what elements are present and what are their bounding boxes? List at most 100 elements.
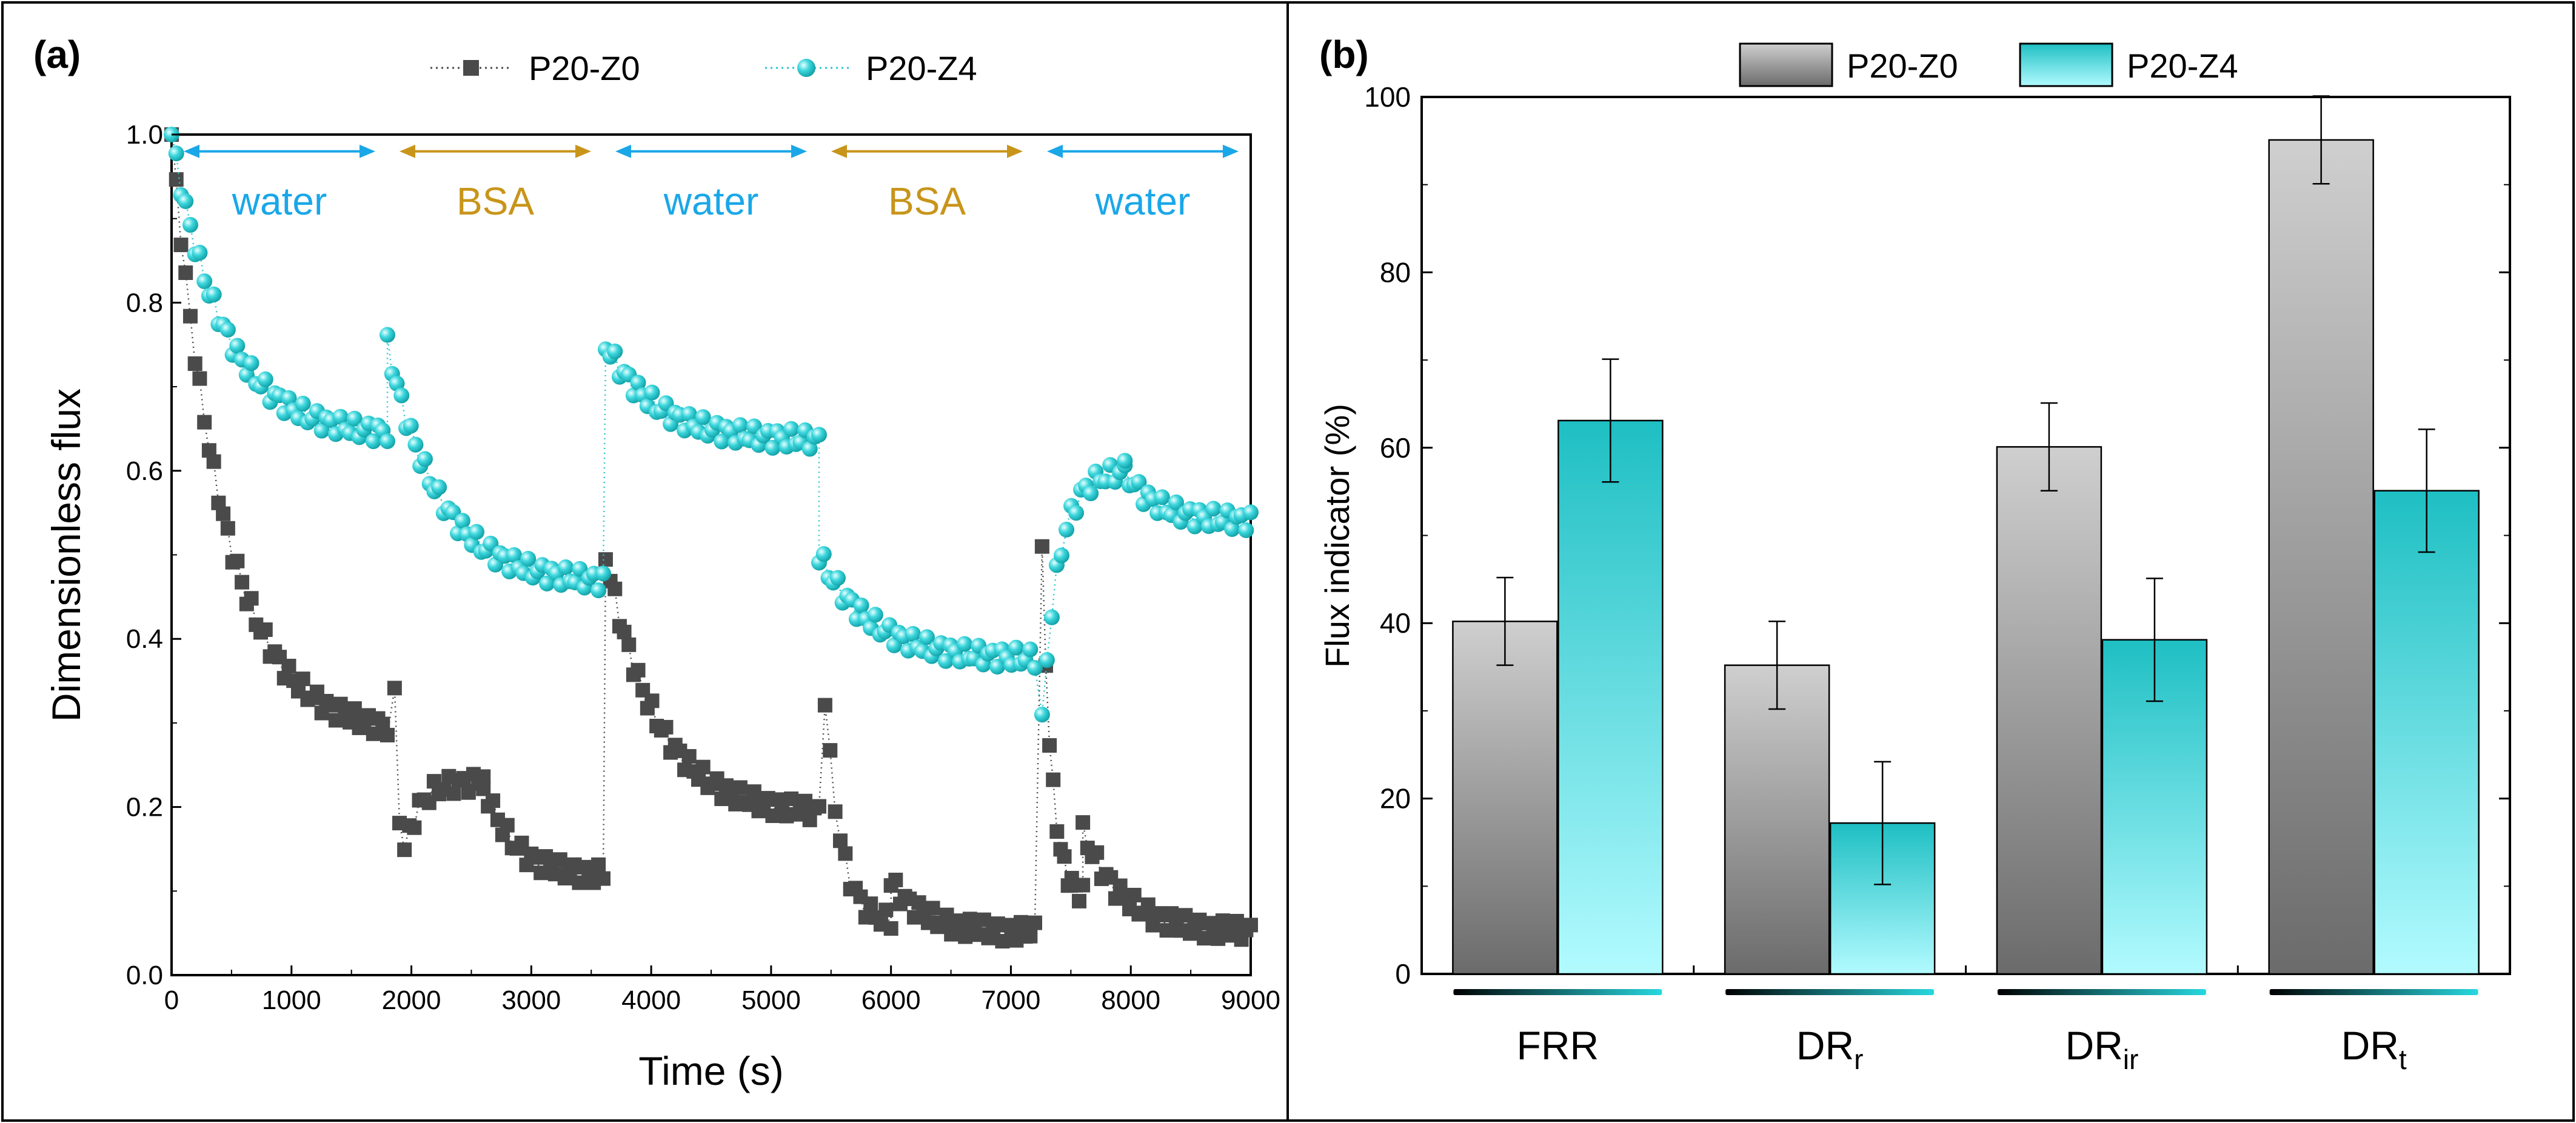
- category-label-sub: r: [1854, 1044, 1863, 1075]
- segment-arrowhead-right: [1007, 144, 1023, 158]
- segment-arrowhead-left: [1047, 144, 1063, 158]
- x-tick-label: 8000: [1101, 985, 1160, 1015]
- data-point-p20z4: [1053, 547, 1069, 564]
- data-point-p20z0: [832, 833, 848, 848]
- data-point-p20z0: [206, 454, 221, 469]
- plot-a-data: [164, 127, 1259, 949]
- data-point-p20z0: [1215, 913, 1230, 928]
- data-point-p20z0: [911, 895, 926, 910]
- x-tick-label: 6000: [861, 985, 921, 1015]
- data-point-p20z0: [230, 553, 245, 568]
- legend-label-b-p20z4: P20-Z4: [2127, 47, 2238, 85]
- data-point-p20z4: [178, 193, 194, 210]
- legend-marker-p20z0: [463, 60, 479, 76]
- segment-label-water: water: [663, 179, 759, 223]
- data-point-p20z0: [863, 896, 878, 911]
- data-point-p20z4: [417, 451, 433, 467]
- data-point-p20z0: [962, 911, 977, 927]
- data-point-p20z0: [333, 696, 348, 711]
- data-point-p20z4: [1068, 505, 1085, 521]
- data-point-p20z0: [192, 371, 207, 386]
- data-point-p20z0: [397, 842, 412, 858]
- segment-annotations: water BSA water BSA water: [184, 144, 1239, 223]
- data-point-p20z4: [1205, 501, 1222, 517]
- x-tick-label: 0: [164, 985, 179, 1015]
- data-point-p20z4: [380, 433, 395, 449]
- category-label-sub: ir: [2123, 1044, 2139, 1075]
- category-underline: [1453, 989, 1662, 995]
- y-tick-label: 1.0: [126, 120, 163, 150]
- data-point-p20z4: [956, 636, 972, 652]
- y-tick-label: 0: [1395, 958, 1411, 990]
- data-point-p20z4: [853, 597, 869, 613]
- category-underline: [1997, 989, 2206, 995]
- data-point-p20z0: [621, 637, 637, 652]
- category-label-base: DR: [2065, 1023, 2123, 1068]
- data-point-p20z0: [1049, 824, 1065, 839]
- data-point-p20z4: [801, 441, 818, 457]
- data-point-p20z4: [590, 582, 607, 599]
- segment-arrowhead-left: [184, 144, 199, 158]
- data-point-p20z0: [387, 681, 402, 696]
- data-point-p20z0: [281, 658, 296, 673]
- data-point-p20z0: [784, 791, 799, 807]
- data-point-p20z0: [216, 506, 231, 521]
- data-point-p20z4: [389, 375, 405, 392]
- data-point-p20z4: [681, 406, 697, 422]
- data-point-p20z4: [520, 550, 537, 567]
- legend-swatch-p20z0: [1739, 42, 1833, 87]
- bar-p20-z0-frr: [1452, 621, 1558, 975]
- bar-p20-z0-drr: [1724, 664, 1830, 975]
- data-point-p20z0: [617, 624, 632, 639]
- segment-arrowhead-right: [575, 144, 591, 158]
- data-point-p20z0: [817, 698, 832, 713]
- y-tick-label: 80: [1380, 256, 1411, 288]
- data-point-p20z4: [1238, 522, 1254, 538]
- data-point-p20z0: [732, 780, 748, 795]
- data-point-p20z4: [764, 439, 781, 456]
- data-point-p20z4: [867, 607, 883, 623]
- data-point-p20z0: [347, 701, 362, 716]
- category-label-base: DR: [2341, 1023, 2399, 1068]
- plot-b-categories: FRR DRr DRir DRt: [1453, 989, 2478, 1075]
- data-point-p20z4: [192, 244, 208, 261]
- data-point-p20z4: [829, 570, 846, 586]
- category-label: DRt: [2341, 1023, 2407, 1075]
- data-point-p20z0: [878, 902, 894, 918]
- data-point-p20z4: [937, 653, 954, 669]
- x-tick-label: 5000: [741, 985, 801, 1015]
- legend-label-p20z0: P20-Z0: [529, 49, 640, 87]
- legend-marker-p20z4: [797, 59, 815, 77]
- category-label-base: FRR: [1517, 1023, 1599, 1068]
- data-point-p20z4: [332, 408, 349, 425]
- legend-label-b-p20z0: P20-Z0: [1847, 47, 1958, 85]
- segment-arrowhead-right: [791, 144, 807, 158]
- data-point-p20z4: [919, 629, 935, 645]
- data-point-p20z0: [538, 849, 554, 864]
- data-point-p20z4: [558, 559, 574, 576]
- legend-label-p20z4: P20-Z4: [866, 49, 977, 87]
- plot-a-axes: 0 1000 2000 3000 4000 5000 6000 7000 8000 9000 0.0…: [126, 120, 1280, 1015]
- bar-p20-z0-drir: [1996, 446, 2103, 975]
- plot-b-bars: [1452, 95, 2480, 975]
- segment-label-water: water: [1095, 179, 1191, 223]
- data-point-p20z4: [219, 321, 236, 338]
- data-point-p20z4: [783, 421, 800, 437]
- x-tick-label: 9000: [1221, 985, 1280, 1015]
- plot-a-ylabel: Dimensionless flux: [44, 388, 89, 722]
- data-point-p20z0: [1076, 878, 1091, 893]
- data-point-p20z0: [500, 818, 515, 833]
- segment-label-bsa: BSA: [457, 179, 534, 223]
- data-point-p20z4: [539, 575, 555, 591]
- data-point-p20z0: [446, 786, 461, 801]
- data-point-p20z4: [595, 565, 611, 582]
- data-point-p20z4: [407, 436, 424, 453]
- plot-a-xlabel: Time (s): [638, 1048, 784, 1093]
- x-tick-label: 3000: [501, 985, 561, 1015]
- data-point-p20z0: [173, 238, 189, 253]
- data-point-p20z0: [486, 793, 501, 808]
- panel-a-legend: P20-Z0 P20-Z4: [430, 49, 977, 87]
- data-point-p20z4: [1168, 494, 1184, 510]
- data-point-p20z0: [681, 749, 697, 764]
- data-point-p20z0: [925, 901, 940, 916]
